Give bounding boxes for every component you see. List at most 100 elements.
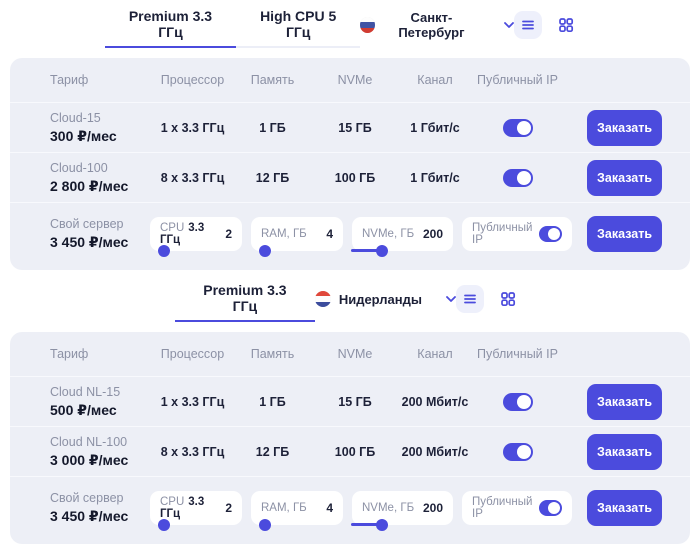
location-selector[interactable]: Нидерланды: [314, 291, 456, 307]
tariff-cell: Cloud NL-15 500 ₽/мес: [50, 385, 155, 419]
cpu-count-value: 2: [225, 500, 232, 515]
table-row-cloud-nl-100: Cloud NL-100 3 000 ₽/мес 8 x 3.3 ГГц 12 …: [10, 426, 690, 476]
tariff-table-spb: Тариф Процессор Память NVMe Канал Публич…: [10, 58, 690, 270]
list-view-button[interactable]: [456, 285, 484, 313]
tariff-section-spb: Premium 3.3 ГГц High CPU 5 ГГц Санкт-Пет…: [0, 2, 700, 270]
tab-high-cpu-5[interactable]: High CPU 5 ГГц: [236, 2, 361, 48]
nvme-label: NVMe, ГБ: [362, 227, 415, 240]
cpu-freq-label: 3.3 ГГц: [160, 221, 205, 246]
col-header-nvme: NVMe: [337, 73, 373, 87]
table-header: Тариф Процессор Память NVMe Канал Публич…: [10, 58, 690, 102]
col-header-ram: Память: [250, 73, 295, 87]
table-row-cloud-15: Cloud-15 300 ₽/мес 1 x 3.3 ГГц 1 ГБ 15 Г…: [10, 102, 690, 152]
public-ip-toggle[interactable]: [502, 392, 533, 411]
col-header-ram: Память: [250, 347, 295, 361]
order-button[interactable]: Заказать: [587, 489, 662, 526]
tariff-table-nl: Тариф Процессор Память NVMe Канал Публич…: [10, 332, 690, 544]
toolbar-nl: Premium 3.3 ГГц Нидерланды: [175, 276, 522, 322]
view-switcher: [456, 285, 522, 313]
public-ip-toggle[interactable]: [502, 168, 533, 187]
ram-slider-box[interactable]: RAM, ГБ 4: [251, 490, 343, 531]
nvme-slider-track: [351, 523, 379, 526]
nvme-slider-handle[interactable]: [376, 244, 388, 257]
order-button[interactable]: Заказать: [587, 383, 662, 420]
ram-value: 1 ГБ: [259, 394, 286, 409]
location-label: Нидерланды: [338, 291, 422, 307]
list-icon: [522, 20, 534, 30]
table-row-cloud-nl-15: Cloud NL-15 500 ₽/мес 1 x 3.3 ГГц 1 ГБ 1…: [10, 376, 690, 426]
col-header-public-ip: Публичный IP: [477, 73, 558, 87]
public-ip-toggle[interactable]: [502, 442, 533, 461]
list-icon: [464, 294, 476, 304]
tab-premium-33[interactable]: Premium 3.3 ГГц: [175, 276, 315, 322]
cpu-freq-label: 3.3 ГГц: [160, 495, 205, 520]
cpu-slider-handle[interactable]: [158, 518, 170, 531]
public-ip-box: Публичный IP: [462, 216, 572, 251]
col-header-cpu: Процессор: [160, 347, 225, 361]
channel-value: 200 Мбит/с: [401, 394, 469, 409]
tariff-section-nl: Premium 3.3 ГГц Нидерланды Тариф Процесс…: [0, 276, 700, 544]
ram-value: 4: [326, 226, 333, 241]
nvme-value: 15 ГБ: [338, 120, 372, 135]
tariff-cell: Cloud NL-100 3 000 ₽/мес: [50, 435, 155, 469]
order-button[interactable]: Заказать: [587, 215, 662, 252]
nvme-value: 15 ГБ: [338, 394, 372, 409]
ram-label: RAM, ГБ: [261, 227, 307, 240]
nvme-value: 100 ГБ: [334, 444, 376, 459]
channel-value: 1 Гбит/с: [410, 170, 460, 185]
tariff-price: 500 ₽/мес: [50, 401, 117, 418]
cpu-slider-box[interactable]: CPU 3.3 ГГц 2: [150, 490, 242, 531]
grid-view-button[interactable]: [552, 11, 580, 39]
netherlands-flag-icon: [314, 291, 331, 307]
grid-view-button[interactable]: [494, 285, 522, 313]
ram-slider-handle[interactable]: [259, 518, 271, 531]
public-ip-toggle[interactable]: [538, 499, 562, 516]
tariff-cell: Cloud-15 300 ₽/мес: [50, 111, 155, 145]
nvme-value: 100 ГБ: [334, 170, 376, 185]
nvme-value: 200: [422, 226, 443, 241]
tariff-price: 3 450 ₽/мес: [50, 233, 129, 250]
public-ip-toggle[interactable]: [538, 225, 562, 242]
col-header-nvme: NVMe: [337, 347, 373, 361]
public-ip-box: Публичный IP: [462, 490, 572, 525]
toggle-knob: [516, 394, 531, 409]
toggle-knob: [516, 170, 531, 185]
order-button[interactable]: Заказать: [587, 109, 662, 146]
nvme-slider-box[interactable]: NVMe, ГБ 200: [351, 490, 453, 531]
ram-value: 12 ГБ: [255, 170, 290, 185]
tariff-price: 300 ₽/мес: [50, 127, 117, 144]
cpu-label: CPU: [160, 221, 185, 234]
order-button[interactable]: Заказать: [587, 433, 662, 470]
tariff-name: Cloud-15: [50, 110, 101, 125]
tariff-name: Свой сервер: [50, 216, 124, 231]
cpu-slider-handle[interactable]: [158, 244, 170, 257]
list-view-button[interactable]: [514, 11, 542, 39]
tariff-cell: Свой сервер 3 450 ₽/мес: [50, 217, 150, 251]
grid-icon: [559, 18, 574, 33]
toggle-knob: [548, 501, 560, 514]
toggle-knob: [548, 227, 560, 240]
ram-slider-handle[interactable]: [259, 244, 271, 257]
nvme-slider-box[interactable]: NVMe, ГБ 200: [351, 216, 453, 257]
col-header-tariff: Тариф: [50, 73, 89, 87]
table-row-custom-server: Свой сервер 3 450 ₽/мес CPU 3.3 ГГц 2 RAM…: [10, 202, 690, 264]
tab-premium-33[interactable]: Premium 3.3 ГГц: [105, 2, 236, 48]
russia-flag-icon: [360, 17, 375, 33]
cpu-value: 8 x 3.3 ГГц: [160, 444, 225, 459]
location-selector[interactable]: Санкт-Петербург: [360, 10, 514, 40]
ram-value: 12 ГБ: [255, 444, 290, 459]
nvme-slider-handle[interactable]: [376, 518, 388, 531]
cpu-slider-box[interactable]: CPU 3.3 ГГц 2: [150, 216, 242, 257]
tariff-price: 3 000 ₽/мес: [50, 451, 129, 468]
tariff-cell: Свой сервер 3 450 ₽/мес: [50, 491, 150, 525]
public-ip-toggle[interactable]: [502, 118, 533, 137]
ram-value: 4: [326, 500, 333, 515]
cpu-value: 1 x 3.3 ГГц: [160, 394, 225, 409]
ram-slider-box[interactable]: RAM, ГБ 4: [251, 216, 343, 257]
toggle-knob: [516, 444, 531, 459]
tariff-name: Cloud NL-15: [50, 384, 121, 399]
tariff-price: 3 450 ₽/мес: [50, 507, 129, 524]
nvme-value: 200: [422, 500, 443, 515]
plan-tabs: Premium 3.3 ГГц High CPU 5 ГГц: [105, 2, 361, 48]
order-button[interactable]: Заказать: [587, 159, 662, 196]
